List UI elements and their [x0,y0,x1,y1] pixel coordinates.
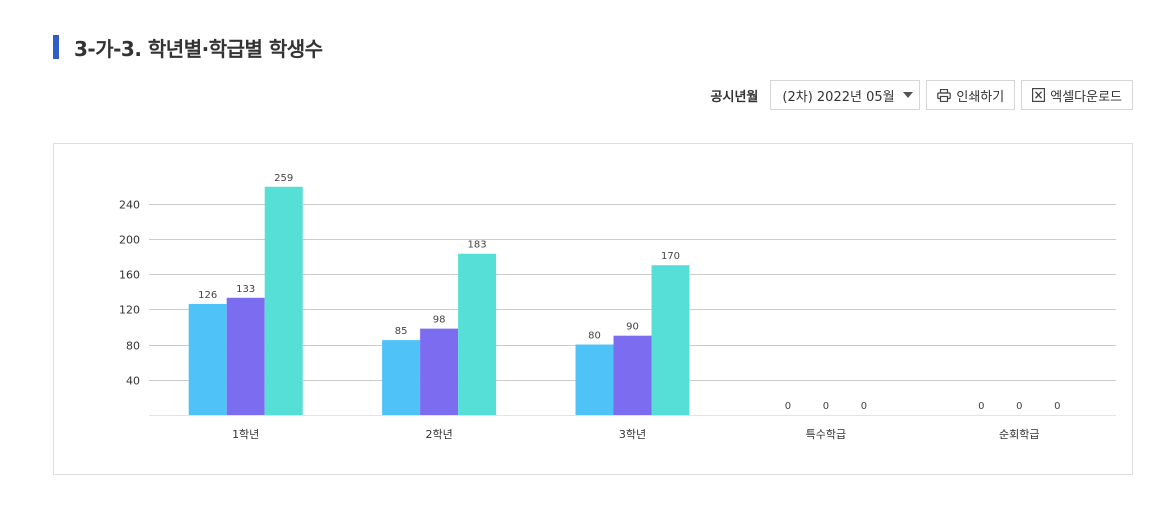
data-label: 133 [236,284,255,295]
data-label: 0 [861,401,867,412]
data-label: 170 [661,251,680,262]
print-button[interactable]: 인쇄하기 [926,80,1016,110]
bar [575,344,614,415]
data-label: 0 [785,401,791,412]
bar-chart: 40 80 120 160 200 240 126 133 259 1학년 85 98 183 2학년 80… [119,173,1116,441]
data-label: 126 [198,290,217,301]
x-tick-label: 1학년 [232,428,259,441]
bar [188,303,227,415]
printer-icon [937,88,952,102]
bar [226,297,265,415]
data-label: 90 [626,322,639,333]
bar [458,253,497,415]
x-tick-label: 특수학급 [806,428,846,441]
publication-month-select[interactable]: (2차) 2022년 05월 [770,80,921,110]
x-tick-label: 2학년 [425,428,452,441]
y-tick-label: 240 [119,199,140,212]
chart-container: 40 80 120 160 200 240 126 133 259 1학년 85 98 183 2학년 80… [53,143,1133,475]
title-accent-bar [53,35,59,59]
x-tick-label: 순회학급 [999,428,1039,441]
bar [651,265,690,415]
data-label: 183 [468,240,487,251]
data-label: 259 [274,173,293,184]
caret-down-icon [902,92,913,98]
data-label: 80 [588,331,601,342]
excel-download-label: 엑셀다운로드 [1050,89,1122,105]
data-label: 85 [395,326,408,337]
data-label: 0 [1016,401,1022,412]
y-tick-label: 80 [126,340,140,353]
toolbar: 공시년월 (2차) 2022년 05월 인쇄하기 엑셀다운로드 [711,80,1133,110]
y-tick-label: 160 [119,269,140,282]
data-label: 0 [978,401,984,412]
page-title: 3-가-3. 학년별·학급별 학생수 [74,37,323,61]
bar [264,186,303,415]
publication-month-label: 공시년월 [710,89,759,105]
data-label: 0 [823,401,829,412]
excel-download-button[interactable]: 엑셀다운로드 [1021,80,1133,110]
bar [613,335,652,415]
y-tick-label: 40 [126,375,140,388]
bar [420,328,459,415]
excel-icon [1032,88,1046,102]
print-button-label: 인쇄하기 [956,89,1005,105]
y-tick-label: 200 [119,234,140,247]
bar [382,340,421,415]
data-label: 98 [433,315,446,326]
data-label: 0 [1054,401,1060,412]
y-tick-label: 120 [119,304,140,317]
x-tick-label: 3학년 [619,428,646,441]
publication-month-value: (2차) 2022년 05월 [782,89,895,105]
